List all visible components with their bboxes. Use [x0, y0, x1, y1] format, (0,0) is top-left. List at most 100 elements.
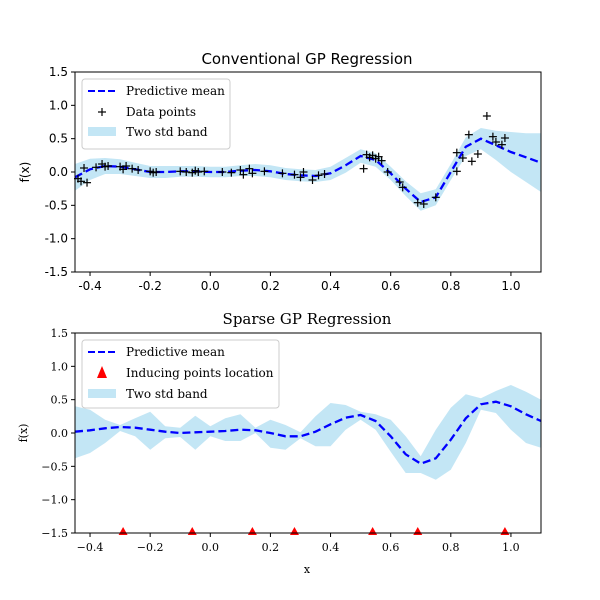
- data-point: [245, 164, 254, 173]
- y-axis-label: f(x): [17, 424, 30, 443]
- y-tick-label: 0.0: [49, 165, 68, 179]
- data-point: [377, 156, 386, 165]
- legend-box: [81, 78, 231, 150]
- data-point: [497, 140, 506, 149]
- x-axis-label: x: [304, 563, 311, 576]
- data-point: [248, 169, 257, 178]
- data-point: [176, 167, 185, 176]
- data-point: [128, 164, 137, 173]
- x-tick-label: 1.0: [501, 279, 520, 293]
- sparse-gp-chart: Sparse GP Regression −0.4 −0.2 0.0 0.2 0.4 0.…: [17, 310, 542, 576]
- y-tick-label: −1.0: [41, 494, 68, 507]
- data-point: [452, 148, 461, 157]
- data-point: [122, 162, 131, 170]
- data-point: [236, 166, 245, 174]
- data-point: [200, 167, 209, 176]
- data-point: [413, 198, 422, 207]
- y-tick-label: 1.5: [51, 327, 69, 340]
- x-tick-label: 0.2: [261, 279, 280, 293]
- y-tick-label: −0.5: [41, 460, 68, 473]
- y-tick-label: 0.5: [49, 132, 68, 146]
- legend-inducing-label: Inducing points location: [126, 366, 274, 380]
- data-point: [92, 163, 101, 172]
- y-axis-label: f(x): [18, 162, 32, 183]
- legend-band-label: Two std band: [126, 125, 208, 139]
- x-tick-label: 0.4: [321, 279, 340, 293]
- data-point: [278, 169, 287, 178]
- x-tick-label: −0.4: [77, 541, 104, 554]
- data-point: [218, 168, 227, 176]
- legend-inducing-swatch: [97, 366, 107, 378]
- y-tick-label: −1.5: [41, 527, 68, 540]
- data-point: [473, 150, 482, 158]
- data-point: [431, 193, 440, 202]
- x-tick-label: -0.2: [138, 279, 161, 293]
- band-layer: [75, 385, 541, 480]
- legend-mean-label: Predictive mean: [126, 345, 225, 359]
- x-tick-label: 0.6: [382, 541, 400, 554]
- data-point: [239, 170, 248, 179]
- legend-box: [81, 339, 280, 409]
- data-point: [80, 164, 89, 172]
- data-point: [194, 168, 203, 176]
- y-tick-label: 0.0: [51, 427, 69, 440]
- data-point: [314, 171, 323, 180]
- data-point: [260, 167, 269, 176]
- x-tick-label: 0.0: [201, 279, 220, 293]
- y-tick-label: -1.0: [45, 232, 68, 246]
- points-layer: [74, 112, 509, 208]
- data-point: [464, 130, 473, 139]
- legend-data-swatch: [98, 108, 106, 116]
- legend-band-swatch: [88, 127, 116, 136]
- data-point: [296, 173, 305, 182]
- data-point: [398, 183, 407, 192]
- chart-title: Conventional GP Regression: [201, 50, 412, 68]
- data-point: [491, 138, 500, 146]
- y-tick-label: 1.0: [51, 360, 69, 373]
- y-tick-label: 0.5: [51, 394, 69, 407]
- x-tick-label: 1.0: [502, 541, 520, 554]
- x-tick-label: -0.4: [78, 279, 101, 293]
- y-axis-ticks: 1.5 1.0 0.5 0.0 -0.5 -1.0 -1.5: [45, 65, 75, 279]
- data-point: [395, 178, 404, 186]
- x-tick-label: −0.2: [137, 541, 164, 554]
- data-point: [467, 157, 476, 166]
- two-std-band: [75, 385, 541, 480]
- x-tick-label: 0.0: [202, 541, 220, 554]
- data-point: [458, 154, 467, 162]
- data-point: [359, 164, 368, 173]
- data-point: [227, 168, 236, 177]
- data-point: [299, 168, 308, 176]
- y-axis-ticks: 1.5 1.0 0.5 0.0 −0.5 −1.0 −1.5: [41, 327, 75, 540]
- legend-band-swatch: [88, 389, 116, 398]
- conventional-gp-chart: Conventional GP Regression -0.4 -0.2 0.0 0.…: [18, 50, 542, 293]
- chart-title: Sparse GP Regression: [223, 310, 392, 328]
- data-point: [104, 162, 113, 170]
- x-axis-ticks: −0.4 −0.2 0.0 0.2 0.4 0.6 0.8 1.0: [77, 533, 520, 554]
- data-point: [482, 112, 491, 120]
- x-tick-label: 0.4: [322, 541, 340, 554]
- x-tick-label: 0.6: [381, 279, 400, 293]
- x-tick-label: 0.8: [441, 279, 460, 293]
- data-point: [320, 170, 329, 178]
- legend-band-label: Two std band: [126, 387, 208, 401]
- y-tick-label: -1.5: [45, 265, 68, 279]
- y-tick-label: -0.5: [45, 198, 68, 212]
- data-point: [419, 200, 428, 208]
- x-tick-label: 0.2: [262, 541, 280, 554]
- x-axis-ticks: -0.4 -0.2 0.0 0.2 0.4 0.6 0.8 1.0: [78, 272, 520, 293]
- data-point: [308, 176, 317, 184]
- legend: Predictive mean Inducing points location…: [81, 339, 280, 409]
- data-point: [452, 167, 461, 176]
- data-point: [488, 132, 497, 141]
- predictive-mean-line: [74, 400, 542, 465]
- y-tick-label: 1.0: [49, 98, 68, 112]
- legend-mean-label: Predictive mean: [126, 84, 225, 98]
- data-point: [182, 168, 191, 176]
- legend: Predictive mean Data points Two std band: [81, 78, 231, 150]
- data-point: [500, 134, 509, 142]
- x-tick-label: 0.8: [442, 541, 460, 554]
- data-point: [77, 177, 86, 186]
- legend-data-label: Data points: [126, 105, 196, 119]
